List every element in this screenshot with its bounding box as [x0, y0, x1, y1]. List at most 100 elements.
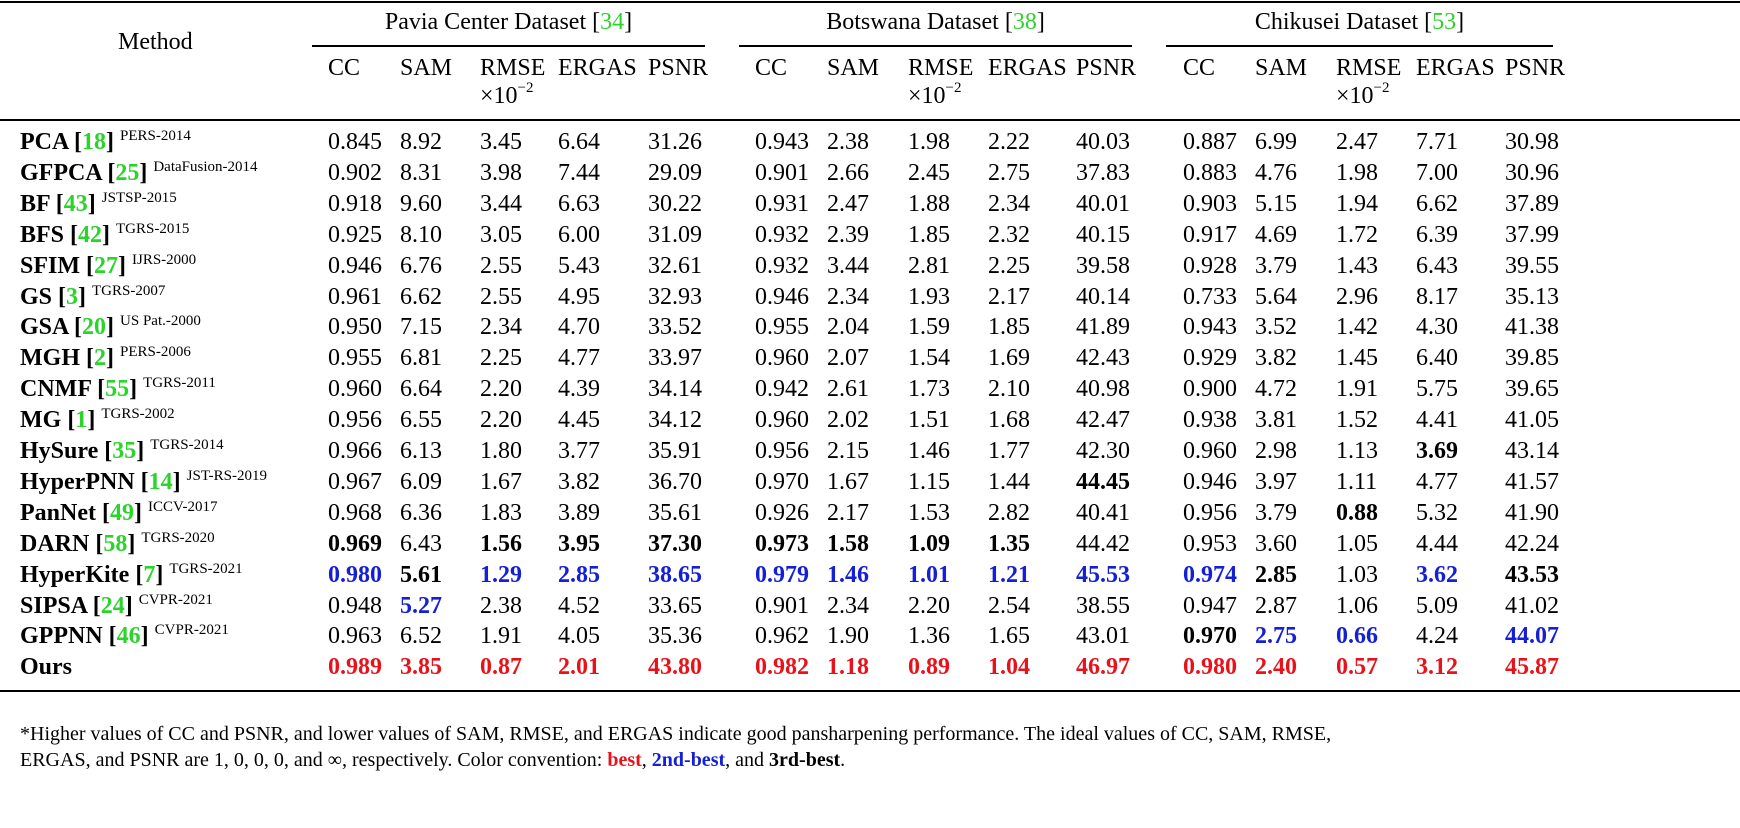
cell: 2.34 [480, 314, 522, 341]
cell: 0.932 [755, 221, 809, 248]
cell: 2.17 [827, 499, 869, 526]
method: Ours [20, 654, 73, 681]
cell: 4.24 [1416, 623, 1458, 650]
cell: 39.58 [1076, 252, 1130, 279]
cell: 42.47 [1076, 407, 1130, 434]
cell: 2.85 [1255, 561, 1297, 588]
cell: 2.20 [480, 407, 522, 434]
method-name: MGH [2] PERS-2006 [20, 344, 191, 372]
cell: 3.82 [558, 468, 600, 495]
cell: 8.92 [400, 129, 442, 155]
cell: 1.51 [908, 407, 950, 434]
method: SFIM [20, 252, 80, 279]
cell: 0.942 [755, 376, 809, 403]
legend-second: 2nd-best [651, 749, 726, 771]
cell: 40.15 [1076, 221, 1130, 248]
method-name: BFS [42] TGRS-2015 [20, 220, 190, 248]
cell: 0.955 [755, 314, 809, 341]
method-ref: 3 [66, 283, 79, 310]
cell: 4.95 [558, 283, 600, 310]
cell: 1.68 [988, 407, 1030, 434]
cell: 35.61 [648, 499, 702, 526]
cell: 6.63 [558, 190, 600, 217]
method-name: GFPCA [25] DataFusion-2014 [20, 158, 258, 186]
cell: 2.54 [988, 592, 1030, 619]
method-venue: TGRS-2020 [141, 529, 215, 546]
method-ref: 25 [115, 159, 140, 186]
cell: 0.970 [755, 468, 809, 495]
column-header: PSNR [1076, 55, 1137, 81]
cell: 0.973 [755, 530, 809, 557]
cell: 30.96 [1505, 159, 1559, 186]
method-name: SFIM [27] IJRS-2000 [20, 251, 197, 279]
cell: 3.95 [558, 530, 600, 557]
dataset-name: Botswana Dataset [826, 9, 999, 35]
cell: 3.85 [400, 654, 442, 681]
cell: 0.902 [328, 159, 382, 186]
cell: 2.47 [827, 190, 869, 217]
cell: 6.99 [1255, 129, 1297, 155]
method: BF [20, 190, 50, 217]
method-venue: CVPR-2021 [138, 591, 213, 608]
cell: 2.01 [558, 654, 600, 681]
cell: 39.55 [1505, 252, 1559, 279]
dataset-ref: 34 [600, 9, 625, 35]
legend-third: 3rd-best [769, 749, 841, 771]
cell: 41.90 [1505, 499, 1559, 526]
column-header: CC [1183, 55, 1216, 81]
cell: 2.10 [988, 376, 1030, 403]
cell: 41.89 [1076, 314, 1130, 341]
cell: 3.52 [1255, 314, 1297, 341]
cell: 8.31 [400, 159, 442, 186]
scale-text: ×10 [480, 83, 518, 109]
cell: 44.45 [1076, 468, 1130, 495]
column-scale: ×10−2 [908, 80, 962, 110]
scale-exp: −2 [1373, 80, 1390, 96]
method-name: Ours [20, 653, 72, 681]
cell: 0.901 [755, 159, 809, 186]
cell: 2.55 [480, 283, 522, 310]
cell: 1.56 [480, 530, 522, 557]
cell: 2.32 [988, 221, 1030, 248]
cell: 5.64 [1255, 283, 1297, 310]
footnote-line: ERGAS, and PSNR are 1, 0, 0, 0, and ∞, r… [20, 748, 845, 773]
cell: 1.90 [827, 623, 869, 650]
cell: 2.39 [827, 221, 869, 248]
cell: 1.98 [1336, 159, 1378, 186]
cell: 4.39 [558, 376, 600, 403]
cell: 8.17 [1416, 283, 1458, 310]
cell: 1.67 [480, 468, 522, 495]
method-venue: TGRS-2014 [150, 437, 224, 453]
cell: 0.974 [1183, 561, 1237, 588]
cell: 1.69 [988, 345, 1030, 372]
method-ref: 46 [116, 623, 141, 650]
cell: 4.44 [1416, 530, 1458, 557]
cell: 1.03 [1336, 561, 1378, 588]
cell: 2.96 [1336, 283, 1378, 310]
method-venue: TGRS-2011 [143, 375, 216, 392]
method-ref: 55 [105, 376, 130, 403]
cell: 0.956 [755, 438, 809, 464]
column-header: CC [328, 55, 361, 81]
method-ref: 1 [75, 407, 88, 434]
cell: 2.20 [908, 592, 950, 619]
cell: 4.05 [558, 623, 600, 650]
column-header: CC [755, 55, 788, 81]
cell: 1.52 [1336, 407, 1378, 434]
cell: 0.970 [1183, 623, 1237, 650]
cell: 36.70 [648, 468, 702, 495]
method: DARN [20, 530, 90, 557]
cell: 3.69 [1416, 438, 1458, 464]
cell: 40.01 [1076, 190, 1130, 217]
cell: 2.47 [1336, 129, 1378, 155]
cell: 32.93 [648, 283, 702, 310]
method-name: CNMF [55] TGRS-2011 [20, 375, 216, 403]
dataset-header: Pavia Center Dataset [34] [384, 9, 633, 35]
cell: 2.04 [827, 314, 869, 341]
method-name: GPPNN [46] CVPR-2021 [20, 622, 229, 650]
cell: 2.34 [827, 283, 869, 310]
cell: 6.76 [400, 252, 442, 279]
cell: 33.97 [648, 345, 702, 372]
cell: 42.43 [1076, 345, 1130, 372]
scale-text: ×10 [1336, 83, 1374, 109]
